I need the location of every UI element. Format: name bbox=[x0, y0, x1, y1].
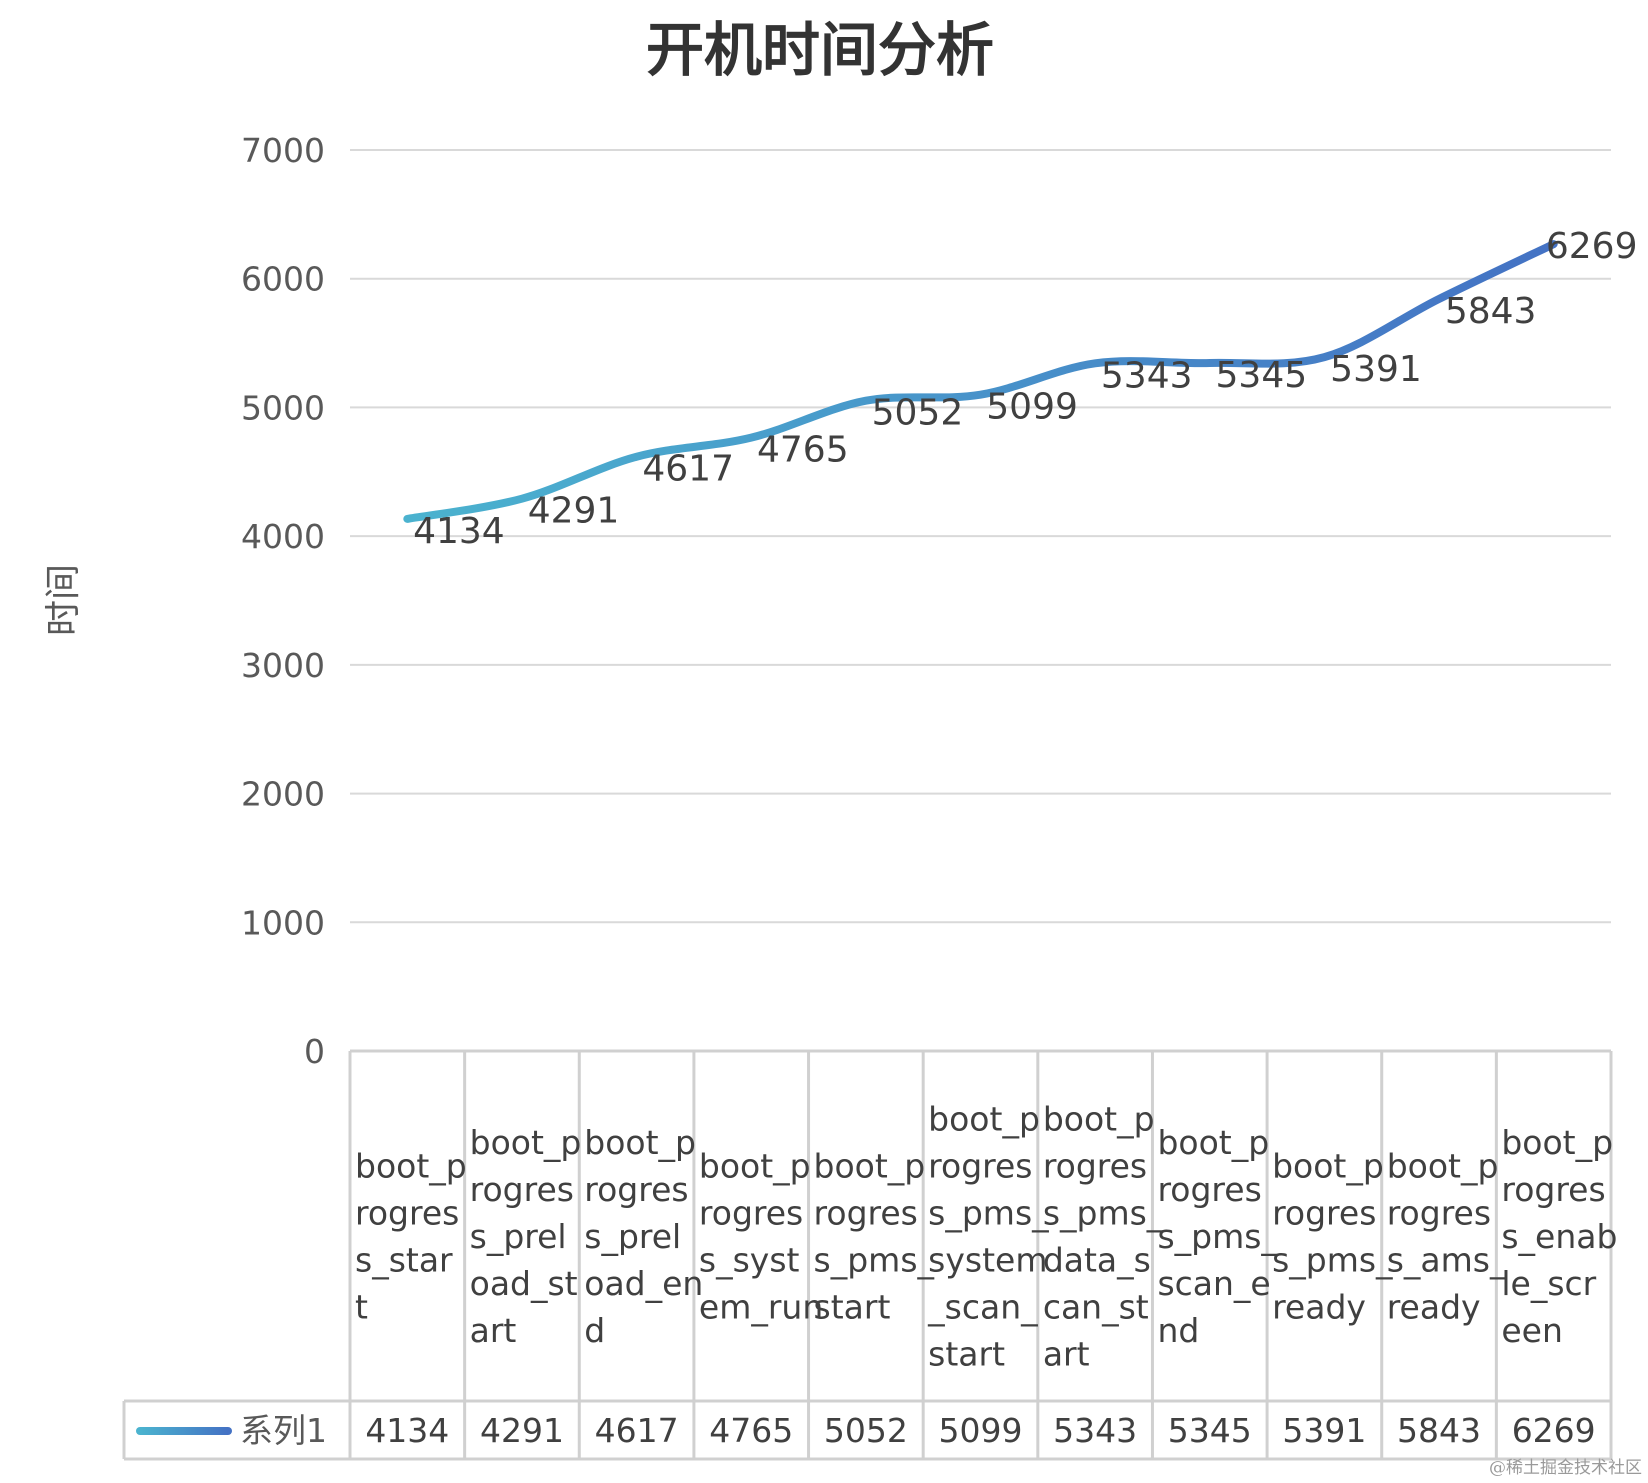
series-line bbox=[403, 240, 1558, 523]
table-cell: 5052 bbox=[824, 1411, 908, 1450]
chart-title: 开机时间分析 bbox=[646, 16, 994, 84]
data-label: 6269 bbox=[1546, 226, 1638, 267]
y-tick-label: 7000 bbox=[241, 131, 325, 170]
table-cell: 4765 bbox=[709, 1411, 793, 1450]
y-tick-label: 1000 bbox=[241, 903, 325, 942]
data-label: 4765 bbox=[757, 430, 849, 471]
data-label: 4617 bbox=[642, 449, 734, 490]
y-tick-label: 2000 bbox=[241, 775, 325, 814]
table-cell: 4617 bbox=[595, 1411, 679, 1450]
category-label: boot_p rogres s_pms_ start bbox=[814, 1147, 935, 1327]
category-label: boot_p rogres s_pms_ system _scan_ start bbox=[927, 1100, 1049, 1374]
y-tick-label: 0 bbox=[304, 1032, 325, 1071]
category-label: boot_p rogres s_pms_ scan_e nd bbox=[1157, 1123, 1278, 1350]
category-label: boot_p rogres s_syst em_run bbox=[699, 1147, 823, 1327]
table-cell: 5343 bbox=[1053, 1411, 1137, 1450]
category-label: boot_p rogres s_star t bbox=[355, 1147, 467, 1327]
table-cell: 4134 bbox=[365, 1411, 449, 1450]
data-labels: 4134 4291 4617 4765 5052 5099 5343 5345 5391 5843… bbox=[413, 226, 1637, 552]
data-label: 4134 bbox=[413, 511, 505, 552]
table-cell: 5099 bbox=[939, 1411, 1023, 1450]
category-label: boot_p rogres s_pms_ ready bbox=[1272, 1147, 1393, 1327]
table-cell: 6269 bbox=[1512, 1411, 1596, 1450]
table-cell: 5391 bbox=[1282, 1411, 1366, 1450]
category-label: boot_p rogres s_pms_ data_s can_st art bbox=[1043, 1100, 1164, 1374]
category-label: boot_p rogres s_prel oad_en d bbox=[584, 1123, 703, 1350]
grid-lines bbox=[350, 149, 1611, 924]
data-label: 5843 bbox=[1445, 291, 1537, 332]
series-lines bbox=[403, 240, 1558, 523]
data-label: 5345 bbox=[1216, 355, 1308, 396]
category-label: boot_p rogres s_ams_ ready bbox=[1387, 1147, 1507, 1327]
y-tick-labels: 0 1000 2000 3000 4000 5000 6000 7000 bbox=[241, 131, 325, 1071]
category-label: boot_p rogres s_prel oad_st art bbox=[470, 1123, 582, 1350]
data-label: 4291 bbox=[528, 491, 620, 532]
y-tick-label: 4000 bbox=[241, 517, 325, 556]
table-cell: 5843 bbox=[1397, 1411, 1481, 1450]
data-label: 5052 bbox=[872, 393, 964, 434]
y-tick-label: 3000 bbox=[241, 646, 325, 685]
data-label: 5343 bbox=[1101, 355, 1193, 396]
data-label: 5391 bbox=[1330, 349, 1422, 390]
y-tick-label: 5000 bbox=[241, 388, 325, 427]
y-tick-label: 6000 bbox=[241, 260, 325, 299]
category-label: boot_p rogres s_enab le_scr een bbox=[1501, 1123, 1617, 1350]
data-label: 5099 bbox=[986, 387, 1078, 428]
watermark: @稀土掘金技术社区 bbox=[1489, 1458, 1642, 1478]
legend-label: 系列1 bbox=[240, 1411, 327, 1450]
table-cell: 5345 bbox=[1168, 1411, 1252, 1450]
table-cell: 4291 bbox=[480, 1411, 564, 1450]
y-axis-label: 时间 bbox=[43, 564, 84, 636]
